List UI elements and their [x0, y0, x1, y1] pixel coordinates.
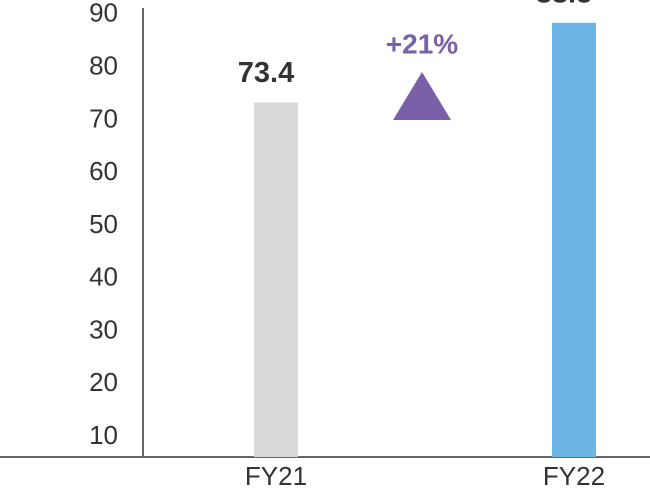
y-tick-label: 10 — [89, 420, 118, 450]
y-tick-label: 40 — [89, 262, 118, 292]
y-tick-label: 20 — [89, 367, 118, 397]
value-label: 73.4 — [238, 57, 294, 89]
increase-arrow — [393, 72, 451, 120]
bar — [552, 22, 596, 458]
y-tick-label: 60 — [89, 156, 118, 186]
y-tick-label: 30 — [89, 314, 118, 344]
x-tick-label: FY22 — [543, 461, 605, 491]
value-label: 88.5 — [536, 0, 592, 9]
y-tick-label: 90 — [89, 0, 118, 28]
y-tick-label: 50 — [89, 209, 118, 239]
y-tick-label: 80 — [89, 50, 118, 80]
bar — [254, 102, 298, 458]
y-tick-label: 70 — [89, 103, 118, 133]
change-annotation: +21% — [386, 28, 458, 59]
x-tick-label: FY21 — [245, 461, 307, 491]
